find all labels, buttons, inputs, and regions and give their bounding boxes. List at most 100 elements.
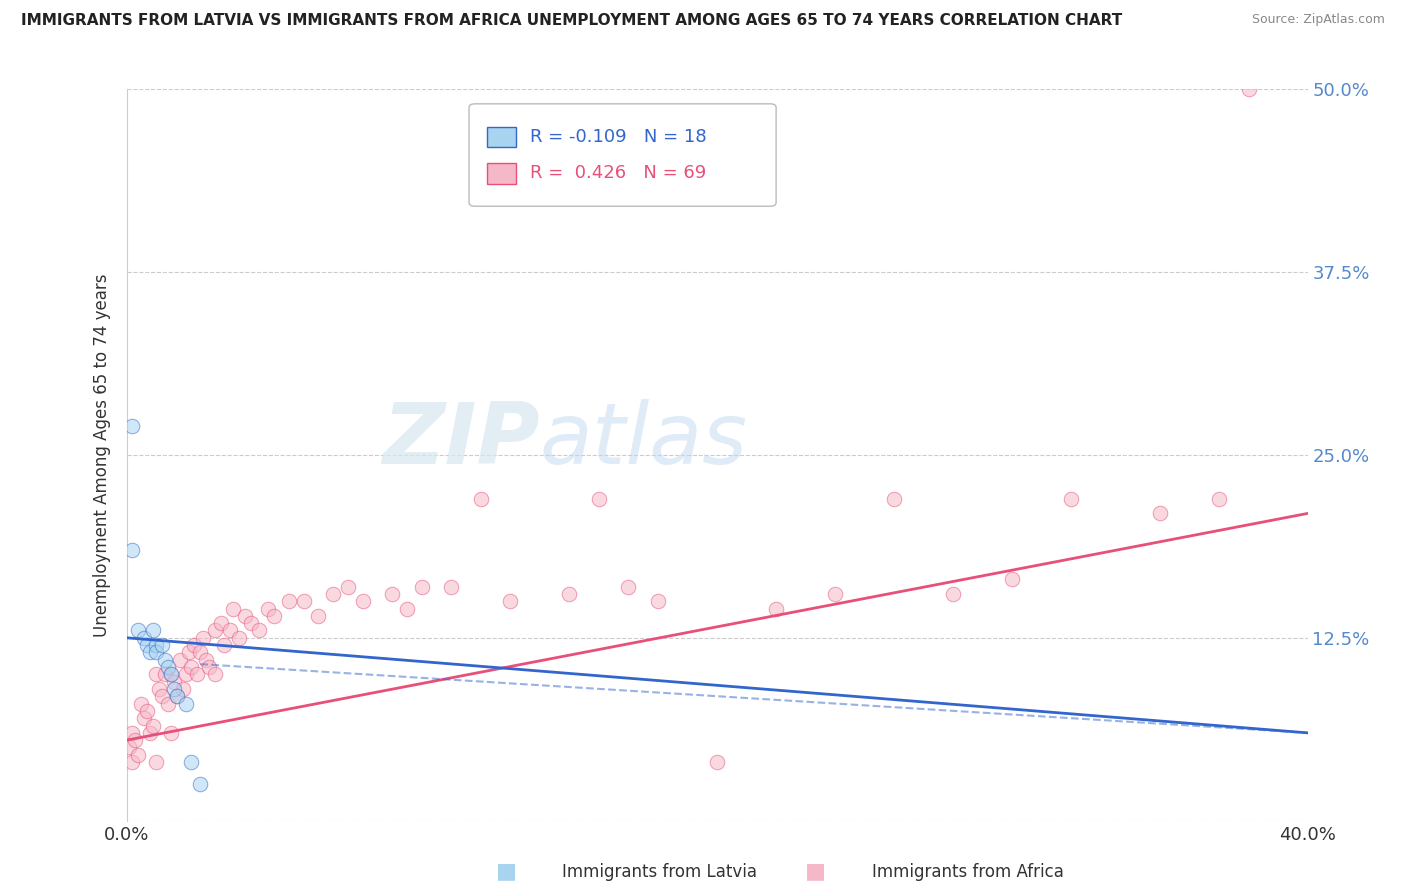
Point (219, 624, 242, 638)
Point (136, 704, 159, 718)
Point (193, 631, 215, 645)
Text: R = -0.109   N = 18: R = -0.109 N = 18 (530, 128, 707, 145)
Point (121, 726, 143, 740)
Point (396, 601, 419, 615)
Point (247, 624, 270, 638)
Point (153, 653, 176, 667)
Point (159, 726, 183, 740)
Point (180, 755, 202, 769)
Text: Immigrants from Africa: Immigrants from Africa (872, 863, 1063, 881)
Point (204, 624, 226, 638)
Point (121, 543, 143, 558)
Point (150, 690, 173, 704)
Text: ZIP: ZIP (382, 399, 540, 482)
Point (942, 587, 965, 601)
Point (1001, 572, 1024, 586)
Point (883, 491, 905, 506)
Text: IMMIGRANTS FROM LATVIA VS IMMIGRANTS FROM AFRICA UNEMPLOYMENT AMONG AGES 65 TO 7: IMMIGRANTS FROM LATVIA VS IMMIGRANTS FRO… (21, 13, 1122, 29)
Point (765, 601, 787, 615)
Point (470, 491, 492, 506)
Point (558, 587, 581, 601)
Point (124, 733, 146, 747)
Point (588, 491, 610, 506)
Text: ■: ■ (806, 862, 825, 881)
Text: atlas: atlas (540, 399, 748, 482)
Point (139, 726, 162, 740)
Point (145, 638, 167, 652)
Point (239, 616, 262, 631)
Point (174, 667, 197, 681)
Point (352, 594, 374, 608)
Point (278, 594, 301, 608)
Point (156, 697, 179, 711)
Point (134, 631, 156, 645)
Point (263, 608, 285, 623)
Point (159, 667, 183, 681)
Point (186, 667, 208, 681)
FancyBboxPatch shape (470, 103, 776, 206)
Point (177, 645, 200, 659)
Point (1060, 491, 1083, 506)
Point (706, 755, 728, 769)
Point (159, 667, 183, 681)
Point (499, 594, 522, 608)
Point (233, 608, 256, 623)
Point (188, 645, 211, 659)
Point (172, 681, 194, 696)
Point (153, 667, 176, 681)
Point (139, 645, 162, 659)
Point (188, 777, 211, 791)
Point (307, 608, 329, 623)
Point (127, 624, 149, 638)
Point (145, 667, 167, 681)
Text: R =  0.426   N = 69: R = 0.426 N = 69 (530, 164, 707, 182)
Point (145, 755, 167, 769)
Point (824, 587, 846, 601)
FancyBboxPatch shape (486, 163, 516, 184)
Point (142, 718, 165, 732)
Point (647, 594, 669, 608)
Point (617, 580, 640, 594)
Point (118, 740, 141, 755)
Point (411, 580, 433, 594)
Point (1208, 491, 1230, 506)
Point (163, 674, 186, 689)
Point (129, 697, 153, 711)
Point (209, 616, 232, 631)
FancyBboxPatch shape (486, 127, 516, 147)
Point (169, 653, 191, 667)
Point (166, 690, 188, 704)
Point (292, 594, 315, 608)
Point (183, 638, 205, 652)
Point (142, 624, 165, 638)
Point (121, 755, 143, 769)
Point (136, 638, 159, 652)
Point (156, 660, 179, 674)
Y-axis label: Unemployment Among Ages 65 to 74 years: Unemployment Among Ages 65 to 74 years (93, 273, 111, 637)
Point (1149, 507, 1171, 521)
Text: Source: ZipAtlas.com: Source: ZipAtlas.com (1251, 13, 1385, 27)
Point (127, 747, 149, 762)
Point (174, 697, 197, 711)
Point (121, 418, 143, 433)
Text: ■: ■ (496, 862, 516, 881)
Point (134, 711, 156, 725)
Point (145, 645, 167, 659)
Point (440, 580, 463, 594)
Point (166, 690, 188, 704)
Point (204, 667, 226, 681)
Point (322, 587, 344, 601)
Point (180, 660, 202, 674)
Point (257, 601, 280, 615)
Point (337, 580, 360, 594)
Point (163, 681, 186, 696)
Point (148, 681, 170, 696)
Point (222, 601, 245, 615)
Point (198, 660, 221, 674)
Point (1237, 82, 1260, 96)
Point (381, 587, 404, 601)
Point (195, 653, 218, 667)
Point (212, 638, 235, 652)
Point (150, 638, 173, 652)
Text: Immigrants from Latvia: Immigrants from Latvia (562, 863, 758, 881)
